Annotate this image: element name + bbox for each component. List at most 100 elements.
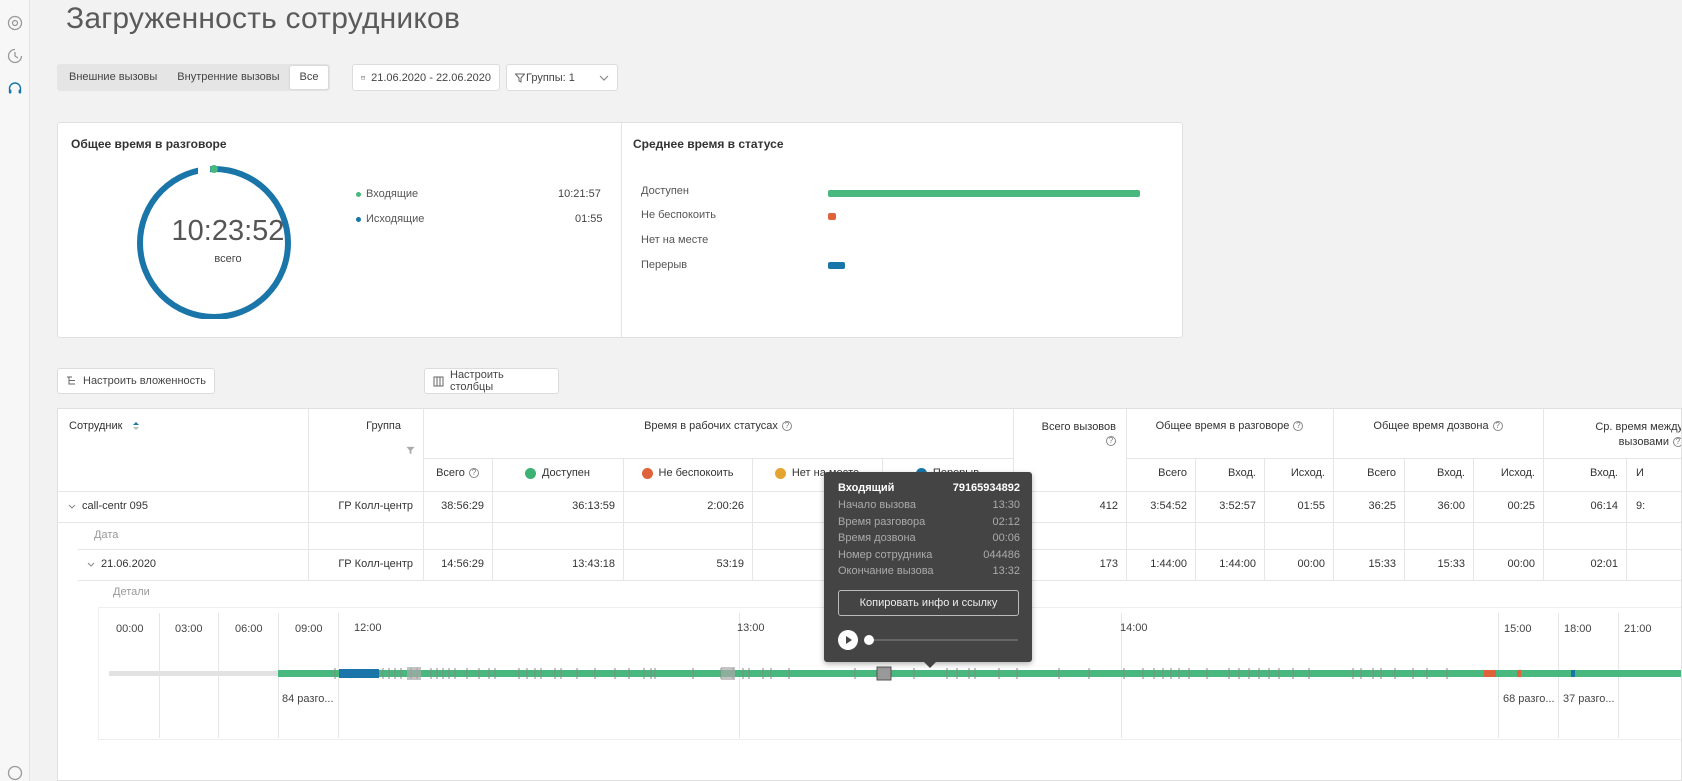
calls-cell: 412 bbox=[1099, 500, 1118, 512]
talk-in-cell: 1:44:00 bbox=[1219, 558, 1256, 570]
help-icon[interactable]: ? bbox=[1492, 421, 1503, 432]
sort-icon bbox=[132, 422, 139, 431]
summary-cards: Общее время в разговоре 10:23:52 всего В… bbox=[57, 122, 1183, 338]
tooltip-value: 13:30 bbox=[992, 499, 1020, 511]
subheader-dnd[interactable]: Не беспокоить bbox=[623, 467, 752, 479]
header-avg-between: Ср. время между вызовами? bbox=[1543, 420, 1681, 450]
header-talk-time: Общее время в разговоре? bbox=[1126, 420, 1333, 432]
header-ring-time: Общее время дозвона? bbox=[1333, 420, 1543, 432]
subheader-talk-out[interactable]: Исход. bbox=[1290, 467, 1325, 479]
audio-progress-track[interactable] bbox=[868, 639, 1018, 641]
ring-in-cell: 15:33 bbox=[1437, 558, 1465, 570]
dnd-cell: 53:19 bbox=[716, 558, 744, 570]
col-divider bbox=[623, 458, 624, 581]
help-icon[interactable]: ? bbox=[781, 421, 792, 432]
groups-filter[interactable]: Группы: 1 bbox=[506, 64, 618, 91]
dnd-cell: 2:00:26 bbox=[707, 500, 744, 512]
left-rail bbox=[0, 0, 30, 781]
header-divider bbox=[423, 458, 1013, 459]
tooltip-row: Окончание вызова 13:32 bbox=[838, 565, 1020, 577]
header-divider bbox=[1126, 458, 1681, 459]
help-icon[interactable]: ? bbox=[1106, 436, 1116, 447]
configure-nesting-button[interactable]: Настроить вложенность bbox=[57, 368, 215, 394]
details-label: Детали bbox=[113, 586, 150, 598]
total-cell: 38:56:29 bbox=[441, 500, 484, 512]
subheader-available[interactable]: Доступен bbox=[492, 467, 623, 479]
tooltip-header: Входящий 79165934892 bbox=[838, 482, 1020, 494]
col-divider bbox=[423, 409, 424, 581]
header-ring-time-label: Общее время дозвона bbox=[1373, 420, 1489, 432]
ring-total-cell: 15:33 bbox=[1368, 558, 1396, 570]
subheader-ring-in[interactable]: Вход. bbox=[1437, 467, 1465, 479]
timeline-tick: 12:00 bbox=[354, 622, 382, 634]
subheader-ring-total[interactable]: Всего bbox=[1367, 467, 1396, 479]
history-icon[interactable] bbox=[5, 46, 25, 66]
call-type-external[interactable]: Внешние вызовы bbox=[69, 71, 158, 83]
dashboard-icon[interactable] bbox=[5, 13, 25, 33]
play-icon[interactable] bbox=[838, 630, 858, 650]
help-icon[interactable] bbox=[5, 763, 25, 781]
configure-columns-label: Настроить столбцы bbox=[450, 369, 504, 393]
subheader-total[interactable]: Всего? bbox=[423, 467, 492, 479]
help-icon[interactable]: ? bbox=[1673, 437, 1681, 448]
col-divider bbox=[492, 458, 493, 581]
employee-table: Сотрудник Группа Время в рабочих статуса… bbox=[57, 408, 1682, 781]
legend-outgoing-value: 01:55 bbox=[575, 213, 603, 225]
headset-icon[interactable] bbox=[5, 79, 25, 99]
talk-donut-chart bbox=[137, 163, 291, 319]
header-employee[interactable]: Сотрудник bbox=[69, 420, 140, 432]
configure-columns-button[interactable]: Настроить столбцы bbox=[424, 368, 559, 394]
subheader-available-label: Доступен bbox=[541, 467, 590, 479]
timeline-tick: 00:00 bbox=[116, 623, 144, 635]
page-title: Загруженность сотрудников bbox=[66, 2, 461, 35]
timeline-segment-label[interactable]: 68 разго... bbox=[1503, 693, 1555, 705]
date-range-picker[interactable]: 21.06.2020 - 22.06.2020 bbox=[352, 64, 500, 91]
timeline-bar[interactable] bbox=[99, 664, 1682, 684]
subheader-avg-in[interactable]: Вход. bbox=[1590, 467, 1618, 479]
subheader-avg-out[interactable]: И bbox=[1636, 467, 1644, 479]
tooltip-key: Время разговора bbox=[838, 516, 926, 528]
header-talk-time-label: Общее время в разговоре bbox=[1155, 420, 1290, 432]
subheader-total-label: Всего bbox=[436, 467, 465, 479]
chevron-down-icon[interactable] bbox=[87, 562, 95, 568]
table-row[interactable]: call-centr 095 ГР Колл-центр 38:56:29 36… bbox=[58, 492, 1681, 522]
configure-nesting-label: Настроить вложенность bbox=[83, 375, 206, 387]
call-type-internal[interactable]: Внутренние вызовы bbox=[177, 71, 280, 83]
talk-total: 10:23:52 bbox=[171, 215, 285, 247]
chevron-down-icon[interactable] bbox=[68, 504, 76, 510]
header-total-calls: Всего вызовов? bbox=[1013, 420, 1126, 448]
group-cell: ГР Колл-центр bbox=[338, 558, 413, 570]
avg-in-cell: 02:01 bbox=[1590, 558, 1618, 570]
header-group[interactable]: Группа bbox=[366, 420, 401, 432]
table-row[interactable]: 21.06.2020 ГР Колл-центр 14:56:29 13:43:… bbox=[78, 550, 1681, 580]
ring-out-cell: 00:00 bbox=[1507, 558, 1535, 570]
col-divider bbox=[1333, 409, 1334, 581]
tooltip-call-type: Входящий bbox=[838, 482, 895, 494]
subheader-talk-total[interactable]: Всего bbox=[1158, 467, 1187, 479]
timeline-segment-label[interactable]: 84 разго... bbox=[282, 693, 334, 705]
subheader-talk-in[interactable]: Вход. bbox=[1228, 467, 1256, 479]
talk-in-cell: 3:52:57 bbox=[1219, 500, 1256, 512]
tooltip-value: 13:32 bbox=[992, 565, 1020, 577]
col-divider bbox=[1626, 458, 1627, 581]
call-type-all[interactable]: Все bbox=[289, 66, 329, 89]
nesting-icon bbox=[67, 376, 75, 384]
subheader-ring-out[interactable]: Исход. bbox=[1500, 467, 1535, 479]
legend-incoming-value: 10:21:57 bbox=[558, 188, 601, 200]
group-cell: ГР Колл-центр bbox=[338, 500, 413, 512]
column-filter-icon[interactable] bbox=[406, 446, 415, 455]
help-icon[interactable]: ? bbox=[1293, 421, 1304, 432]
timeline-segment-label[interactable]: 37 разго... bbox=[1563, 693, 1615, 705]
tooltip-row: Начало вызова 13:30 bbox=[838, 499, 1020, 511]
calls-cell: 173 bbox=[1099, 558, 1118, 570]
legend-outgoing-label: Исходящие bbox=[366, 213, 425, 225]
help-icon[interactable]: ? bbox=[468, 468, 479, 479]
copy-info-button[interactable]: Копировать инфо и ссылку bbox=[838, 590, 1019, 616]
timeline-tick: 14:00 bbox=[1120, 622, 1148, 634]
date-range-value: 21.06.2020 - 22.06.2020 bbox=[371, 71, 491, 84]
groups-filter-value: Группы: 1 bbox=[526, 71, 575, 84]
legend-incoming: Входящие bbox=[356, 188, 418, 200]
talk-card-title: Общее время в разговоре bbox=[71, 137, 227, 151]
date-group-label: Дата bbox=[94, 529, 119, 541]
audio-progress-knob[interactable] bbox=[864, 635, 874, 645]
